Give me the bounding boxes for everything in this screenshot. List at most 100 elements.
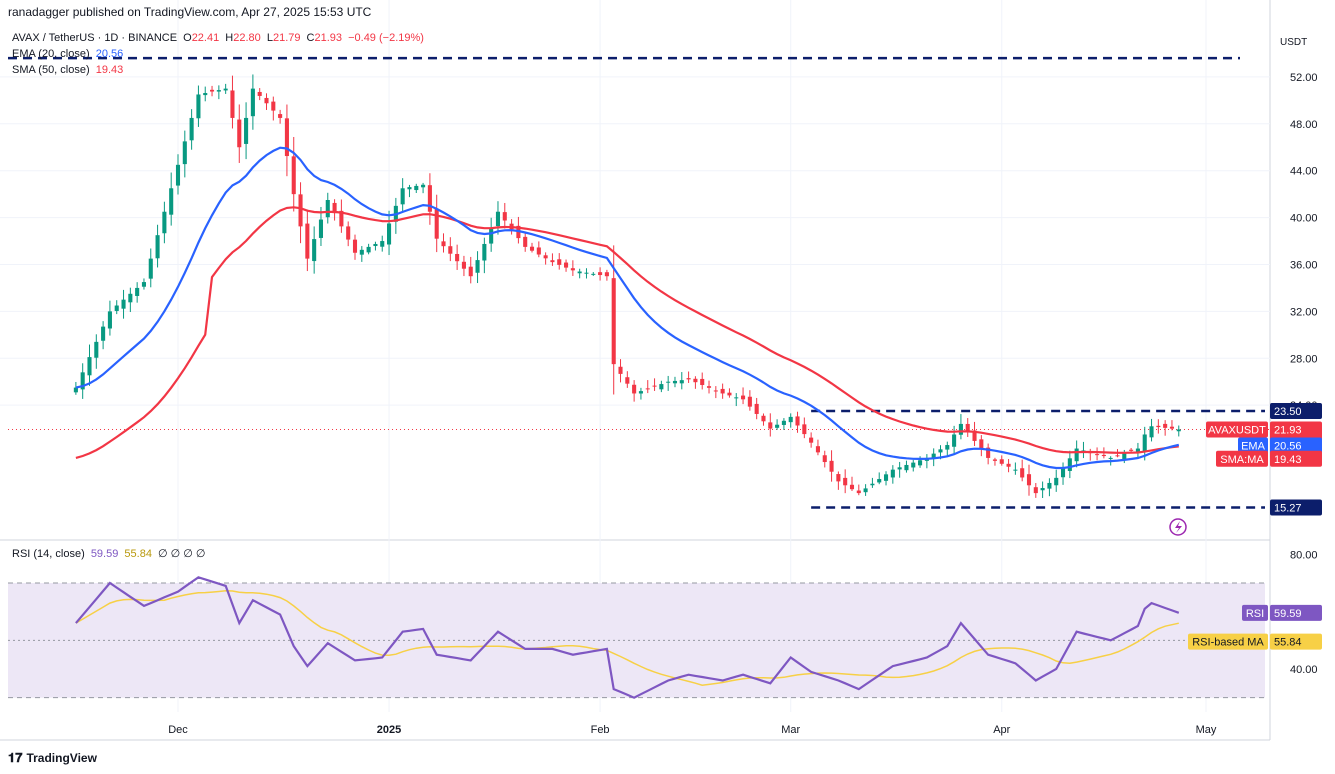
candle (141, 278, 147, 290)
last-price-value-text: 21.93 (1274, 424, 1302, 436)
rsi-ma-name-text: RSI-based MA (1192, 637, 1264, 649)
candle (952, 425, 957, 455)
candle (87, 344, 92, 386)
price-tick-label: 48.00 (1290, 119, 1318, 131)
time-tick-label: May (1196, 724, 1217, 736)
candle (809, 432, 814, 448)
candle (373, 241, 378, 251)
ema-name-text: EMA (1241, 441, 1266, 453)
candle (298, 182, 303, 244)
candle (652, 378, 657, 391)
candle (1176, 425, 1181, 437)
candle (666, 375, 671, 391)
candle (570, 260, 575, 276)
candle (387, 210, 392, 256)
candle (209, 85, 215, 97)
candle (979, 435, 984, 457)
candle (686, 371, 691, 383)
candle (175, 154, 181, 195)
candle (577, 268, 582, 279)
rsi-line (75, 576, 1180, 699)
candle (1020, 459, 1025, 482)
candle (972, 421, 977, 447)
ema-20-line (75, 146, 1180, 470)
candle (1033, 483, 1038, 498)
candle (284, 104, 289, 177)
candle (727, 388, 732, 398)
candle (550, 253, 555, 266)
candle (679, 372, 684, 390)
lightning-icon[interactable] (1169, 518, 1187, 536)
candle (148, 248, 153, 288)
rsi-ma-value-text: 55.84 (1274, 637, 1302, 649)
candle (80, 363, 85, 399)
rsi-ma-value-tag (1270, 633, 1322, 650)
symbol-label[interactable]: AVAX / TetherUS · 1D · BINANCE (12, 32, 178, 44)
candle (829, 450, 834, 482)
rsi-legend[interactable]: RSI (14, close) 59.59 55.84 ∅ ∅ ∅ ∅ (12, 547, 209, 560)
tradingview-brand: TradingView (26, 751, 97, 765)
candle (1074, 440, 1079, 468)
candle (1040, 481, 1045, 498)
candle (339, 199, 344, 233)
ema-legend-value: 20.56 (95, 48, 124, 60)
low-label: L (266, 32, 273, 44)
change-value: −0.49 (−2.19%) (348, 32, 424, 44)
candle (107, 300, 112, 336)
candle (495, 201, 501, 235)
sma-legend[interactable]: SMA (50, close) 19.43 (12, 64, 126, 76)
candle (856, 484, 861, 496)
open-label: O (183, 32, 192, 44)
candle (992, 457, 997, 466)
candle (482, 237, 487, 274)
open-value: 22.41 (191, 32, 220, 44)
candle (121, 289, 126, 319)
candle (475, 251, 480, 284)
candle (1149, 418, 1154, 442)
candle (883, 471, 889, 486)
rsi-tick-label: 40.00 (1290, 664, 1318, 676)
candle (101, 321, 106, 350)
candle (1006, 459, 1011, 473)
candle (1156, 419, 1161, 434)
candle (536, 241, 541, 258)
close-value: 21.93 (314, 32, 343, 44)
candle (849, 476, 855, 491)
candle (632, 380, 637, 402)
rsi-tick-label: 80.00 (1290, 549, 1318, 561)
currency-label: USDT (1280, 37, 1307, 48)
price-tick-label: 40.00 (1290, 213, 1318, 225)
candle (135, 282, 140, 303)
price-tick-label: 36.00 (1290, 259, 1318, 271)
candle (775, 419, 780, 430)
high-value: 22.80 (233, 32, 261, 44)
rsi-name-tag (1242, 604, 1268, 621)
candle (781, 418, 786, 431)
candle (427, 173, 432, 225)
candle (325, 192, 330, 224)
candle (822, 450, 827, 468)
candle (1054, 469, 1059, 492)
rsi-legend-value: 59.59 (90, 548, 119, 560)
ema-legend[interactable]: EMA (20, close) 20.56 (12, 48, 126, 60)
candle (768, 413, 773, 437)
candle (965, 418, 970, 437)
candle (897, 461, 902, 478)
candle (672, 376, 678, 388)
rsi-ma-line (75, 590, 1179, 686)
candle (312, 226, 317, 274)
time-tick-label: Apr (993, 724, 1010, 736)
candle (291, 136, 296, 212)
candle (359, 246, 364, 262)
candle (189, 109, 194, 150)
candle (761, 413, 766, 426)
candle (523, 232, 528, 252)
candle (788, 413, 793, 428)
candle (407, 184, 412, 198)
candle (645, 380, 650, 394)
candle (618, 359, 623, 383)
candle (94, 334, 99, 369)
low-value: 21.79 (272, 32, 301, 44)
tradingview-footer[interactable]: 𝟏𝟕 TradingView (8, 750, 97, 766)
